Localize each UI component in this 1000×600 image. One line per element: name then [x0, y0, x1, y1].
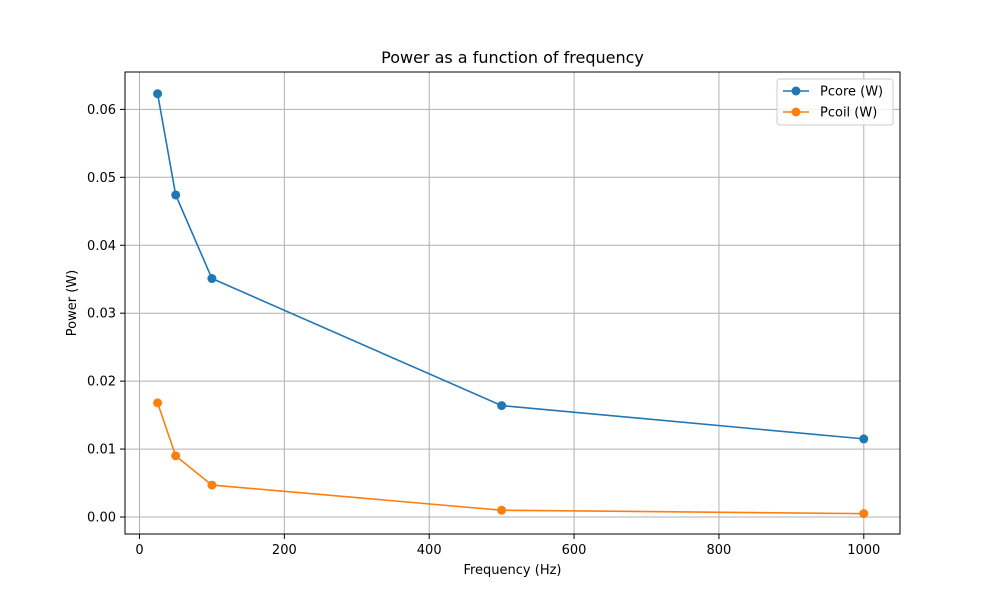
y-tick-label: 0.02 [87, 375, 116, 390]
series-line [156, 402, 864, 515]
x-tick-label: 1000 [847, 543, 880, 558]
data-point [171, 451, 181, 461]
series-line [156, 93, 864, 440]
x-tick-label: 200 [272, 543, 297, 558]
data-point [207, 480, 217, 490]
y-tick-label: 0.03 [87, 307, 116, 322]
plot-frame [124, 71, 901, 535]
data-point [153, 89, 163, 99]
legend-entry: Pcoil (W) [820, 106, 877, 121]
data-point [207, 274, 217, 284]
legend: Pcore (W) Pcoil (W) [776, 78, 894, 126]
y-tick-label: 0.00 [87, 511, 116, 526]
x-tick-label: 800 [707, 543, 732, 558]
y-axis-ticks: 0.00 0.01 0.02 0.03 0.04 0.05 0.06 [87, 103, 125, 526]
y-tick-label: 0.06 [87, 103, 116, 118]
y-tick-label: 0.05 [87, 171, 116, 186]
y-axis-label: Power (W) [65, 270, 80, 336]
legend-marker [791, 107, 801, 117]
data-point [859, 434, 869, 444]
chart-title: Power as a function of frequency [381, 48, 644, 67]
data-point [497, 505, 507, 515]
x-tick-label: 400 [417, 543, 442, 558]
data-point [497, 401, 507, 411]
grid [125, 72, 900, 534]
plot-series [153, 89, 869, 519]
legend-marker [791, 86, 801, 96]
data-point [859, 509, 869, 519]
x-tick-label: 600 [562, 543, 587, 558]
x-tick-label: 0 [135, 543, 143, 558]
y-tick-label: 0.04 [87, 239, 116, 254]
data-point [153, 398, 163, 408]
x-axis-ticks: 0 200 400 600 800 1000 [135, 534, 880, 558]
y-tick-label: 0.01 [87, 443, 116, 458]
data-point [171, 190, 181, 200]
x-axis-label: Frequency (Hz) [463, 563, 561, 578]
legend-entry: Pcore (W) [820, 85, 883, 100]
